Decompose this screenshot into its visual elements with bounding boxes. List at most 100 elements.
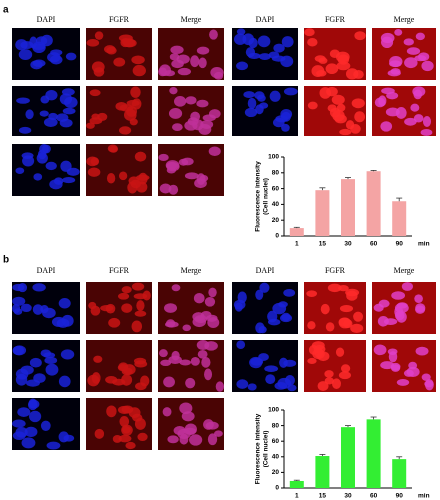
nucleus bbox=[160, 359, 172, 366]
nucleus bbox=[378, 95, 387, 107]
micrograph bbox=[12, 340, 80, 392]
micrograph bbox=[86, 144, 152, 196]
nucleus bbox=[15, 167, 25, 174]
nucleus bbox=[48, 112, 58, 121]
nucleus bbox=[396, 302, 408, 309]
nucleus bbox=[40, 95, 50, 104]
nucleus bbox=[20, 303, 32, 313]
nucleus bbox=[123, 109, 137, 121]
nucleus bbox=[421, 60, 434, 72]
nucleus bbox=[125, 441, 136, 450]
micrograph bbox=[86, 340, 152, 392]
nucleus bbox=[87, 167, 101, 177]
y-tick-label: 0 bbox=[275, 233, 279, 240]
nucleus bbox=[158, 153, 169, 162]
column-header: Merge bbox=[181, 15, 202, 24]
bar bbox=[392, 459, 407, 488]
nucleus bbox=[29, 357, 42, 368]
nucleus bbox=[33, 373, 46, 384]
x-tick-label: 15 bbox=[319, 493, 327, 500]
nucleus bbox=[259, 282, 270, 293]
nucleus bbox=[273, 43, 285, 53]
nucleus bbox=[351, 98, 365, 109]
nucleus bbox=[40, 305, 49, 314]
column-header: DAPI bbox=[256, 266, 275, 275]
nucleus bbox=[258, 53, 271, 60]
nucleus bbox=[173, 426, 186, 436]
bar bbox=[315, 456, 330, 488]
column-header: FGFR bbox=[325, 15, 346, 24]
nucleus bbox=[421, 373, 431, 381]
nucleus bbox=[176, 54, 190, 64]
nucleus bbox=[208, 146, 221, 156]
nucleus bbox=[118, 171, 128, 181]
nucleus bbox=[242, 33, 255, 46]
x-tick-label: 1 bbox=[295, 493, 299, 500]
micrograph bbox=[86, 282, 152, 334]
nucleus bbox=[215, 381, 224, 392]
nucleus bbox=[247, 97, 257, 109]
nucleus bbox=[387, 69, 401, 77]
nucleus bbox=[190, 357, 200, 366]
nucleus bbox=[134, 310, 147, 317]
nucleus bbox=[97, 112, 108, 121]
nucleus bbox=[354, 111, 366, 123]
nucleus bbox=[378, 299, 390, 308]
panel-label: a bbox=[3, 5, 9, 16]
nucleus bbox=[135, 174, 150, 181]
nucleus bbox=[39, 110, 49, 117]
nucleus bbox=[325, 63, 339, 74]
nucleus bbox=[255, 104, 264, 115]
nucleus bbox=[234, 302, 243, 312]
micrograph bbox=[12, 86, 80, 136]
column-header: Merge bbox=[394, 15, 415, 24]
bar bbox=[315, 190, 330, 236]
y-tick-label: 40 bbox=[272, 201, 280, 208]
nucleus bbox=[171, 284, 181, 292]
nucleus bbox=[236, 28, 246, 36]
nucleus bbox=[121, 424, 133, 436]
nucleus bbox=[329, 107, 341, 118]
nucleus bbox=[46, 441, 61, 450]
nucleus bbox=[12, 296, 26, 306]
nucleus bbox=[201, 356, 211, 368]
y-tick-label: 20 bbox=[272, 217, 280, 224]
nucleus bbox=[345, 288, 360, 297]
y-tick-label: 100 bbox=[268, 407, 279, 414]
x-tick-label: 60 bbox=[370, 493, 378, 500]
nucleus bbox=[312, 348, 325, 360]
column-header: Merge bbox=[394, 266, 415, 275]
nucleus bbox=[39, 144, 49, 155]
nucleus bbox=[410, 103, 420, 112]
nucleus bbox=[424, 380, 434, 388]
micrograph bbox=[232, 28, 298, 80]
nucleus bbox=[118, 434, 132, 443]
nucleus bbox=[167, 435, 179, 444]
bar bbox=[392, 201, 407, 236]
nucleus bbox=[326, 86, 338, 97]
x-tick-label: 30 bbox=[344, 241, 352, 248]
nucleus bbox=[29, 410, 42, 423]
nucleus bbox=[265, 374, 276, 385]
nucleus bbox=[281, 123, 290, 132]
nucleus bbox=[213, 71, 224, 80]
nucleus bbox=[243, 91, 255, 99]
column-header: FGFR bbox=[109, 266, 130, 275]
nucleus bbox=[414, 55, 427, 62]
nucleus bbox=[316, 70, 327, 77]
y-axis-label: (Cell nuclei) bbox=[263, 178, 270, 215]
nucleus bbox=[307, 321, 316, 330]
nucleus bbox=[194, 178, 207, 189]
nucleus bbox=[413, 114, 424, 123]
nucleus bbox=[381, 87, 395, 95]
nucleus bbox=[163, 376, 175, 388]
nucleus bbox=[112, 434, 122, 443]
micrograph bbox=[158, 144, 224, 196]
nucleus bbox=[340, 364, 351, 373]
nucleus bbox=[307, 38, 318, 47]
error-bar bbox=[293, 479, 300, 481]
micrograph bbox=[304, 86, 366, 136]
nucleus bbox=[164, 70, 176, 77]
nucleus bbox=[178, 158, 189, 166]
nucleus bbox=[208, 109, 221, 119]
